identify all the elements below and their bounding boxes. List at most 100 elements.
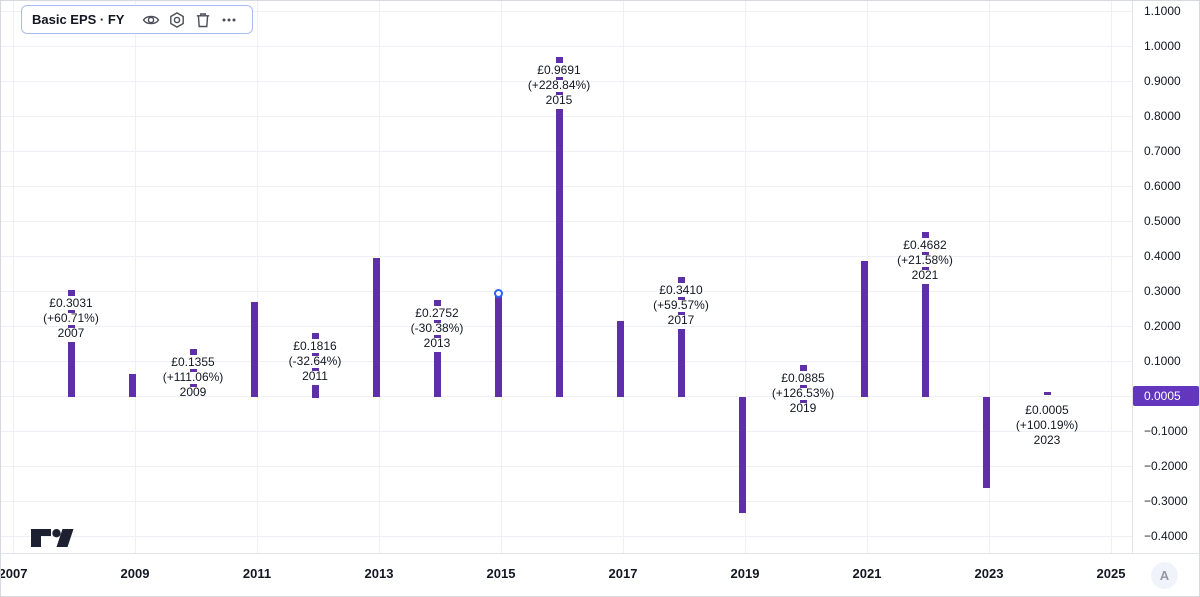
tradingview-logo[interactable] — [29, 527, 77, 549]
bar-label-year: 2017 — [667, 313, 695, 327]
bar-label-year: 2013 — [423, 336, 451, 350]
price-axis-label: 0.6000 — [1144, 179, 1181, 193]
time-axis[interactable]: 2007 2009 2011 2013 2015 2017 2019 2021 2023 2025 — [0, 553, 1199, 596]
bar-label-2021: £0.4682 (+21.58%) 2021 — [879, 238, 971, 283]
eye-icon[interactable] — [138, 9, 164, 31]
bar-label-change: (+126.53%) — [771, 386, 835, 400]
grid-line-vertical — [135, 1, 136, 553]
bar-label-year: 2011 — [302, 369, 328, 383]
eps-bar-2013[interactable] — [434, 352, 441, 397]
bar-label-value: £0.3410 — [659, 283, 703, 297]
bar-label-value: £0.1816 — [293, 339, 337, 353]
grid-line-horizontal — [1, 536, 1132, 537]
bar-label-2015: £0.9691 (+228.84%) 2015 — [513, 63, 605, 108]
time-axis-label: 2009 — [120, 566, 150, 581]
eps-bar-2009[interactable] — [190, 369, 197, 372]
time-axis-label: 2007 — [0, 566, 28, 581]
eps-bar-2013[interactable] — [434, 300, 441, 306]
bar-label-year: 2009 — [179, 385, 207, 399]
eps-bar-2022[interactable] — [983, 397, 990, 488]
eps-bar-2009[interactable] — [190, 349, 197, 355]
eps-bar-2021[interactable] — [922, 267, 929, 270]
grid-line-horizontal — [1, 361, 1132, 362]
eps-bar-2019[interactable] — [800, 365, 807, 371]
eps-bar-2009[interactable] — [190, 384, 197, 387]
bar-label-2009: £0.1355 (+111.06%) 2009 — [147, 355, 239, 400]
eps-bar-2011[interactable] — [312, 385, 319, 398]
bar-label-year: 2007 — [57, 326, 85, 340]
eps-bar-2015[interactable] — [556, 77, 563, 80]
bar-label-value: £0.9691 — [537, 63, 581, 77]
price-axis-label: −0.3000 — [1144, 494, 1188, 508]
bar-label-year: 2023 — [1033, 433, 1061, 447]
price-axis[interactable]: 0.0005 1.1000 1.0000 0.9000 0.8000 0.7000 0.6… — [1132, 1, 1199, 553]
eps-bar-2021[interactable] — [922, 284, 929, 397]
eps-bar-2017[interactable] — [678, 312, 685, 315]
bar-label-change: (+111.06%) — [162, 370, 224, 384]
time-axis-label: 2011 — [242, 566, 272, 581]
eps-bar-2007[interactable] — [68, 342, 75, 397]
eps-bar-2017[interactable] — [678, 297, 685, 300]
bar-label-value: £0.0885 — [781, 371, 825, 385]
eps-bar-2011[interactable] — [312, 368, 319, 371]
eps-bar-2019[interactable] — [800, 400, 807, 403]
grid-line-horizontal — [1, 11, 1132, 12]
eps-bar-2011[interactable] — [312, 333, 319, 339]
settings-icon[interactable] — [164, 9, 190, 31]
bar-label-change: (-30.38%) — [410, 321, 464, 335]
grid-line-horizontal — [1, 151, 1132, 152]
price-axis-label: 0.7000 — [1144, 144, 1181, 158]
delete-icon[interactable] — [190, 9, 216, 31]
eps-bar-2021[interactable] — [922, 252, 929, 255]
eps-bar-2013[interactable] — [434, 335, 441, 338]
eps-bar-2013[interactable] — [434, 320, 441, 323]
grid-line-vertical — [13, 1, 14, 553]
bar-label-change: (-32.64%) — [288, 354, 342, 368]
eps-bar-2019[interactable] — [800, 385, 807, 388]
grid-line-horizontal — [1, 256, 1132, 257]
bar-label-2007: £0.3031 (+60.71%) 2007 — [25, 296, 117, 341]
bar-label-value: £0.1355 — [171, 355, 215, 369]
price-axis-label: −0.2000 — [1144, 459, 1188, 473]
eps-bar-2016[interactable] — [617, 321, 624, 397]
price-axis-label: 0.4000 — [1144, 249, 1181, 263]
series-legend[interactable]: Basic EPS · FY — [21, 5, 254, 34]
eps-bar-2018[interactable] — [739, 397, 746, 513]
eps-bar-2021[interactable] — [922, 232, 929, 238]
eps-bar-2015[interactable] — [556, 57, 563, 63]
grid-line-horizontal — [1, 396, 1132, 397]
eps-bar-2007[interactable] — [68, 325, 75, 328]
grid-line-horizontal — [1, 186, 1132, 187]
eps-bar-2012[interactable] — [373, 258, 380, 397]
bar-label-2013: £0.2752 (-30.38%) 2013 — [391, 306, 483, 351]
eps-bar-2007[interactable] — [68, 310, 75, 313]
price-axis-label: 0.8000 — [1144, 109, 1181, 123]
eps-bar-2008[interactable] — [129, 374, 136, 397]
hover-point-marker — [493, 288, 503, 298]
eps-bar-2014[interactable] — [495, 293, 502, 397]
price-axis-label: 0.5000 — [1144, 214, 1181, 228]
eps-bar-2020[interactable] — [861, 261, 868, 397]
eps-bar-2010[interactable] — [251, 302, 258, 397]
more-options-icon[interactable] — [216, 9, 242, 31]
grid-line-horizontal — [1, 291, 1132, 292]
price-axis-label: −0.4000 — [1144, 529, 1188, 543]
eps-bar-2015[interactable] — [556, 92, 563, 95]
grid-line-horizontal — [1, 81, 1132, 82]
plot-area[interactable]: £0.3031 (+60.71%) 2007 £0.1355 (+111.06%) 200… — [1, 1, 1132, 553]
eps-bar-2017[interactable] — [678, 277, 685, 283]
accessibility-button[interactable]: A — [1151, 562, 1178, 589]
eps-bar-2007[interactable] — [68, 290, 75, 296]
bar-label-year: 2015 — [545, 93, 573, 107]
eps-bar-2015[interactable] — [556, 109, 563, 397]
grid-line-horizontal — [1, 221, 1132, 222]
legend-title: Basic EPS · FY — [32, 12, 125, 27]
eps-bar-2017[interactable] — [678, 329, 685, 397]
eps-bar-2011[interactable] — [312, 353, 319, 356]
last-value-badge: 0.0005 — [1133, 386, 1199, 406]
price-axis-label: 1.0000 — [1144, 39, 1181, 53]
grid-line-vertical — [745, 1, 746, 553]
eps-bar-2023[interactable] — [1044, 392, 1051, 395]
bar-label-2011: £0.1816 (-32.64%) 2011 — [269, 339, 361, 384]
